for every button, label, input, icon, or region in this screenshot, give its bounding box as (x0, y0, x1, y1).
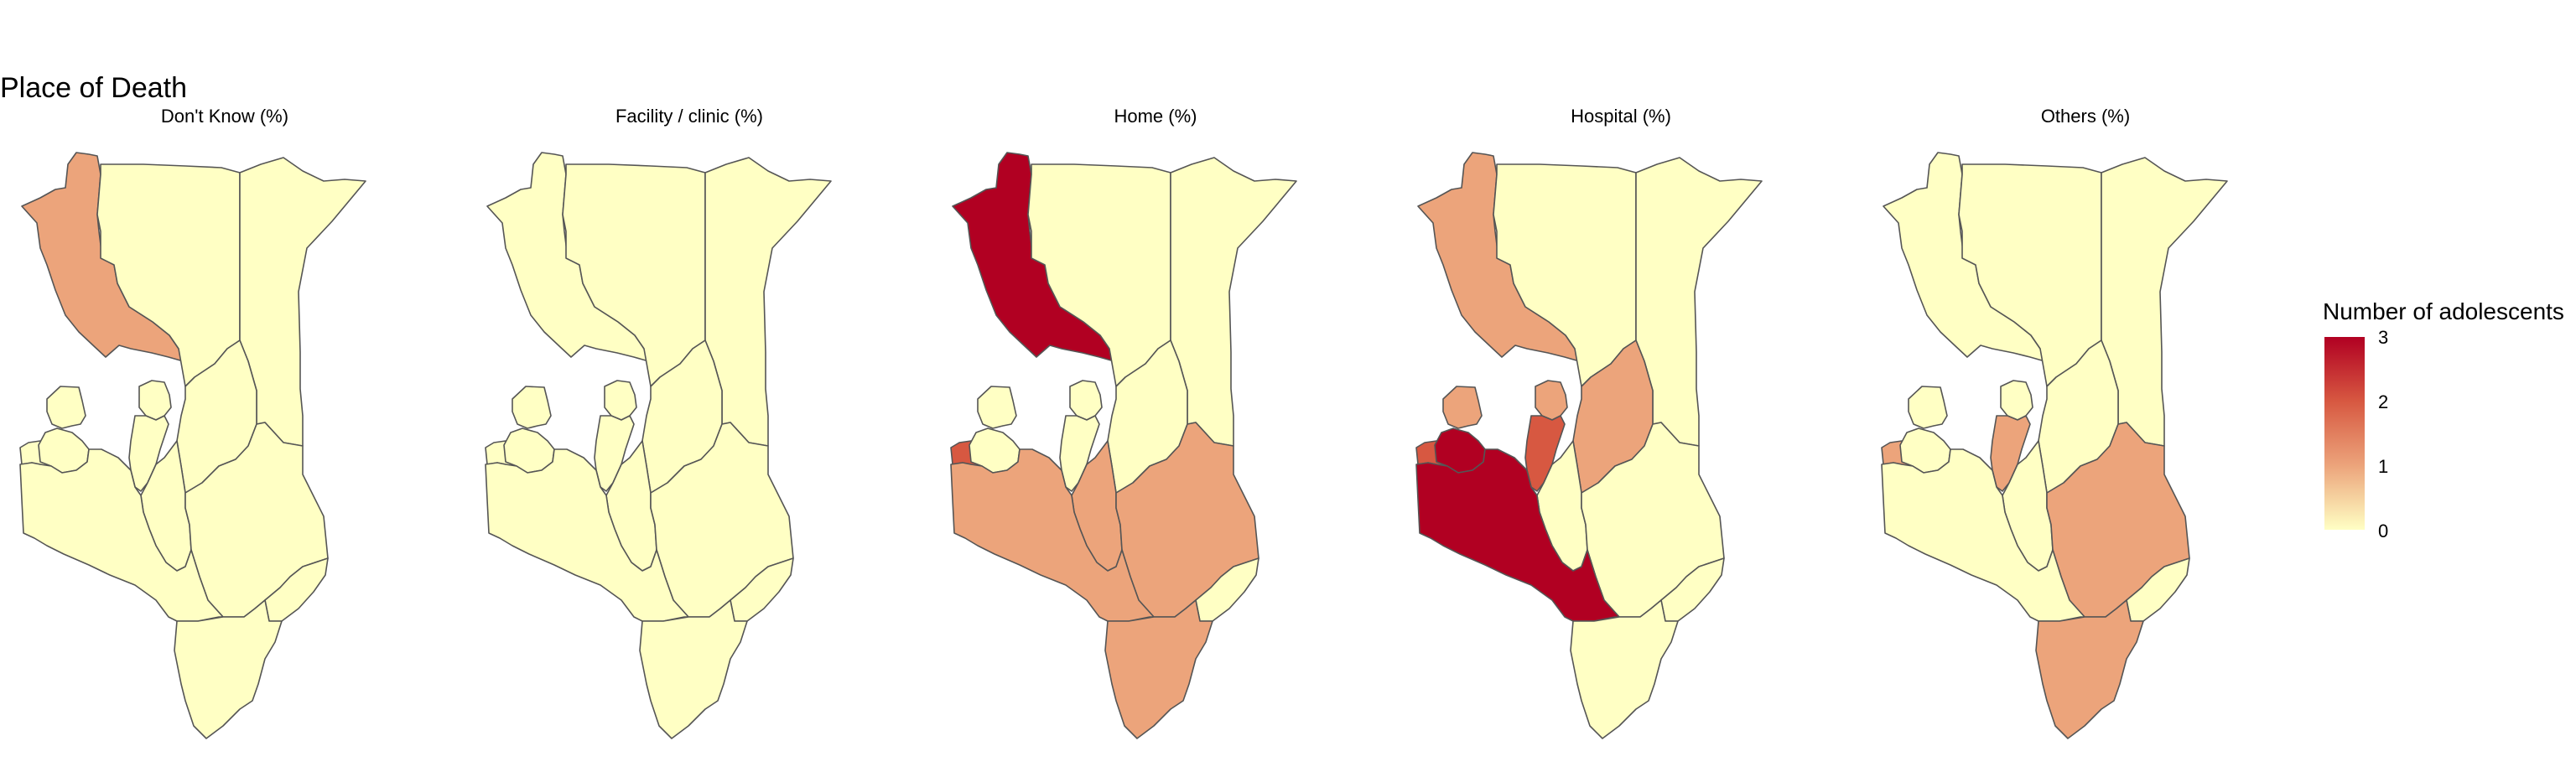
legend (2324, 337, 2365, 530)
region-samburu (2000, 380, 2033, 421)
region-kwale-kilifi (2035, 599, 2144, 739)
panel-title-others: Others (%) (2040, 106, 2131, 127)
region-samburu (604, 380, 637, 421)
legend-tick-label: 1 (2378, 456, 2389, 477)
map-panel-2 (485, 152, 832, 739)
region-kwale-kilifi (639, 599, 748, 739)
region-wajir-mandera (1635, 157, 1763, 447)
region-west-pokot (1442, 386, 1483, 429)
legend-tick-label: 0 (2378, 521, 2389, 541)
region-kwale-kilifi (1570, 599, 1679, 739)
legend-tick-label: 3 (2378, 327, 2389, 348)
map-panel-4 (1415, 152, 1763, 739)
region-samburu (1069, 380, 1103, 421)
region-south-rift (1881, 448, 2085, 622)
region-west-pokot (1908, 386, 1948, 429)
map-panel-5 (1881, 152, 2228, 739)
region-west-pokot (512, 386, 552, 429)
region-south-rift (19, 448, 224, 622)
region-kwale-kilifi (1104, 599, 1213, 739)
region-west-pokot (977, 386, 1017, 429)
region-south-rift (1415, 448, 1620, 622)
region-kwale-kilifi (174, 599, 283, 739)
region-south-rift (950, 448, 1155, 622)
legend-title: Number of adolescents (2323, 298, 2564, 324)
region-west-pokot (46, 386, 86, 429)
legend-colorbar (2324, 337, 2365, 530)
map-panel-1 (19, 152, 366, 739)
panel-title-facility: Facility / clinic (%) (615, 106, 763, 127)
legend-tick-label: 2 (2378, 391, 2389, 412)
map-panel-3 (950, 152, 1297, 739)
region-wajir-mandera (704, 157, 832, 447)
region-wajir-mandera (1170, 157, 1297, 447)
region-samburu (1535, 380, 1568, 421)
panel-title-hospital: Hospital (%) (1571, 106, 1671, 127)
region-wajir-mandera (239, 157, 366, 447)
region-south-rift (485, 448, 689, 622)
panel-title-dont-know: Don't Know (%) (160, 106, 289, 127)
chart-title: Place of Death (0, 72, 188, 104)
region-wajir-mandera (2101, 157, 2228, 447)
region-samburu (138, 380, 172, 421)
panel-title-home: Home (%) (1114, 106, 1197, 127)
